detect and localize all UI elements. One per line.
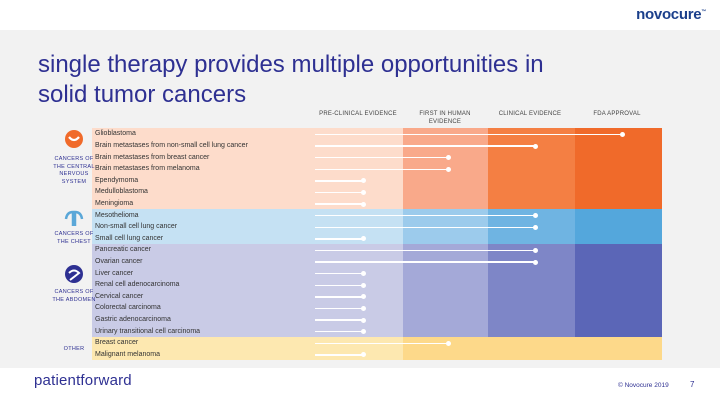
stage-cell <box>575 336 662 360</box>
indication-label: Pancreatic cancer <box>95 246 152 254</box>
stage-cell <box>575 209 662 244</box>
stage-cell <box>403 209 488 244</box>
progress-bar <box>315 354 363 356</box>
progress-dot <box>532 213 538 219</box>
category-cns: CANCERS OF THE CENTRAL NERVOUS SYSTEM <box>53 156 95 185</box>
indication-label: Mesothelioma <box>95 211 139 219</box>
indication-label: Liver cancer <box>95 269 134 277</box>
stage-cell <box>403 336 488 360</box>
stage-cell <box>488 336 575 360</box>
indication-label: Colorectal carcinoma <box>95 304 161 312</box>
top-bar: novocure™ <box>0 0 720 30</box>
stage-cell <box>488 244 575 337</box>
stage-cell <box>488 128 575 210</box>
category-chest: CANCERS OF THE CHEST <box>54 231 94 245</box>
progress-bar <box>315 215 535 217</box>
column-header-preclinical: PRE-CLINICAL EVIDENCE <box>319 111 397 117</box>
progress-bar <box>315 203 363 205</box>
progress-dot <box>445 166 451 172</box>
lungs-icon <box>64 210 84 226</box>
progress-bar <box>315 157 448 159</box>
slide-title: single therapy provides multiple opportu… <box>38 51 544 108</box>
progress-dot <box>445 340 451 346</box>
progress-dot <box>360 190 366 195</box>
progress-bar <box>315 191 363 194</box>
stage-cell <box>575 244 662 337</box>
progress-dot <box>360 317 366 323</box>
progress-dot <box>532 259 538 265</box>
progress-bar <box>315 168 448 170</box>
column-header-fda-approval: FDA APPROVAL <box>593 111 641 117</box>
indication-label: Non-small cell lung cancer <box>95 223 178 231</box>
indication-label: Cervical cancer <box>95 292 144 300</box>
progress-bar <box>315 226 535 228</box>
indication-label: Glioblastoma <box>95 130 136 138</box>
progress-dot <box>532 248 538 253</box>
progress-dot <box>360 178 366 184</box>
patientforward-brand: patientforward <box>34 372 132 389</box>
indication-label: Meningioma <box>95 199 134 207</box>
stage-cell <box>315 209 403 244</box>
progress-bar <box>315 284 363 286</box>
indication-label: Renal cell adenocarcinoma <box>95 281 180 289</box>
progress-dot <box>360 352 366 358</box>
indication-label: Malignant melanoma <box>95 350 160 358</box>
page-number: 7 <box>690 380 695 389</box>
progress-dot <box>619 132 625 137</box>
progress-bar <box>315 331 363 333</box>
label-band <box>92 209 315 244</box>
indication-label: Ovarian cancer <box>95 257 143 265</box>
indication-label: Small cell lung cancer <box>95 234 164 242</box>
label-band <box>92 128 315 210</box>
progress-dot <box>360 201 366 207</box>
column-header-first-in-human: FIRST IN HUMAN EVIDENCE <box>419 111 471 125</box>
progress-bar <box>315 180 363 182</box>
progress-bar <box>315 319 363 321</box>
novocure-logo: novocure™ <box>636 6 706 23</box>
stage-cell <box>575 128 662 210</box>
progress-dot <box>360 329 366 335</box>
stage-cell <box>315 244 403 337</box>
indication-label: Gastric adenocarcinoma <box>95 315 171 323</box>
stage-cell <box>403 244 488 337</box>
progress-bar <box>315 342 448 344</box>
progress-bar <box>315 238 363 240</box>
indication-label: Medulloblastoma <box>95 188 148 196</box>
progress-bar <box>315 249 535 252</box>
indication-label: Urinary transitional cell carcinoma <box>95 327 201 335</box>
progress-bar <box>315 133 622 136</box>
progress-dot <box>532 224 538 230</box>
progress-dot <box>360 271 366 277</box>
label-band <box>92 244 315 337</box>
progress-dot <box>360 306 366 311</box>
progress-dot <box>360 294 366 300</box>
indication-label: Ependymoma <box>95 176 139 184</box>
progress-bar <box>315 296 363 298</box>
progress-bar <box>315 261 535 263</box>
progress-bar <box>315 145 535 147</box>
indication-label: Brain metastases from non-small cell lun… <box>95 141 248 149</box>
progress-dot <box>445 155 451 161</box>
stage-cell <box>315 336 403 360</box>
copyright: © Novocure 2019 <box>618 382 669 389</box>
progress-dot <box>360 236 366 242</box>
category-other: OTHER <box>63 346 85 352</box>
indication-label: Brain metastases from breast cancer <box>95 153 210 161</box>
progress-dot <box>360 282 366 288</box>
column-header-clinical: CLINICAL EVIDENCE <box>498 111 562 117</box>
label-band <box>92 336 315 360</box>
category-abdomen: CANCERS OF THE ABDOMEN <box>52 289 96 303</box>
indication-label: Breast cancer <box>95 339 139 347</box>
brain-icon <box>65 130 83 148</box>
progress-bar <box>315 307 363 310</box>
indication-label: Brain metastases from melanoma <box>95 165 200 173</box>
progress-dot <box>532 143 538 149</box>
abdomen-icon <box>65 265 83 283</box>
progress-bar <box>315 273 363 275</box>
stage-cell <box>488 209 575 244</box>
